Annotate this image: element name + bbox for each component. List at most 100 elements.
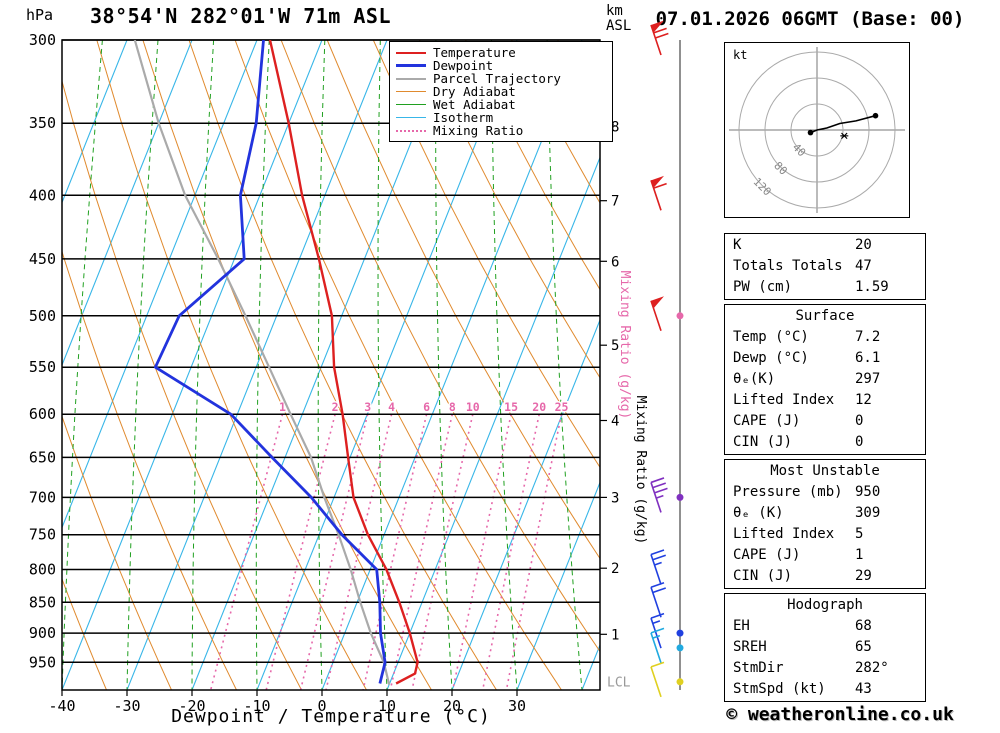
pressure-tick-label: 500 — [29, 307, 56, 325]
table-surface-value: 6.1 — [855, 350, 881, 366]
temp-tick-label: -10 — [243, 697, 270, 715]
mixing-ratio-axis-label-pink: Mixing Ratio (g/kg) — [617, 271, 632, 420]
table-hodograph-row: EH 68 — [725, 616, 925, 637]
wind-barb-feather — [650, 627, 665, 634]
legend-item: Isotherm — [396, 110, 606, 125]
wind-barb-flag — [651, 20, 664, 33]
legend-label: Parcel Trajectory — [433, 71, 561, 86]
legend-label: Wet Adiabat — [433, 97, 516, 112]
altitude-axis-unit: km ASL — [606, 4, 631, 34]
legend-label: Dewpoint — [433, 58, 494, 73]
wind-barb-feather — [650, 612, 665, 619]
table-most-unstable-row: θₑ (K) 309 — [725, 503, 925, 524]
legend-item: Wet Adiabat — [396, 97, 606, 112]
table-indices-label: Totals Totals — [733, 258, 843, 274]
level-dot — [676, 312, 684, 320]
hodograph-trace — [810, 114, 876, 134]
table-surface-row: Lifted Index 12 — [725, 390, 925, 411]
mixing-ratio-value-label: 15 — [504, 400, 518, 414]
table-hodograph-label: StmSpd (kt) — [733, 681, 826, 697]
table-hodograph-label: SREH — [733, 639, 767, 655]
wind-barb — [650, 296, 664, 332]
wind-barb — [650, 582, 667, 618]
mixing-ratio-value-label: 3 — [364, 400, 371, 414]
mixing-ratio-value-label: 1 — [279, 400, 286, 414]
wind-barb-feather — [650, 582, 665, 589]
pressure-axis-unit: hPa — [26, 6, 54, 24]
level-dot — [676, 644, 684, 652]
mixing-ratio-value-label: 2 — [332, 400, 339, 414]
table-most-unstable-value: 29 — [855, 568, 872, 584]
pressure-tick-label: 600 — [29, 405, 56, 423]
table-most-unstable-label: Pressure (mb) — [733, 484, 843, 500]
km-tick-label: 1 — [611, 627, 619, 643]
mixing-ratio-line — [452, 414, 512, 690]
temp-tick-label: -20 — [178, 697, 205, 715]
mixing-ratio-line — [209, 413, 284, 690]
level-dot — [676, 493, 684, 501]
table-indices-value: 20 — [855, 237, 872, 253]
dry-adiabat-line — [650, 40, 700, 690]
wind-barb — [650, 612, 665, 649]
plot-border — [61, 39, 601, 691]
legend-label: Temperature — [433, 45, 516, 60]
wind-barb-flag — [651, 296, 664, 309]
legend-swatch — [396, 77, 426, 80]
table-indices-label: PW (cm) — [733, 279, 793, 295]
wet-adiabat-line — [191, 40, 215, 690]
temp-tick-label: 30 — [508, 697, 526, 715]
altitude-unit-km: km — [606, 3, 623, 19]
pressure-tick-label: 850 — [29, 593, 56, 611]
legend-label: Dry Adiabat — [433, 84, 516, 99]
table-surface-row: Temp (°C) 7.2 — [725, 327, 925, 348]
table-most-unstable-label: Lifted Index — [733, 526, 835, 542]
dry-adiabat-line — [62, 577, 107, 690]
table-surface-row: θₑ(K) 297 — [725, 369, 925, 390]
table-most-unstable: Most Unstable Pressure (mb) 950 θₑ (K) 309 Li… — [724, 459, 926, 589]
km-tick-label: 4 — [611, 414, 619, 430]
mixing-ratio-value-label: 8 — [449, 400, 456, 414]
legend-swatch — [396, 91, 426, 92]
legend-swatch — [396, 129, 426, 132]
parcel-trajectory-curve — [133, 40, 391, 685]
table-surface-header: Surface — [795, 308, 855, 324]
hodograph-ring — [738, 51, 896, 209]
mixing-ratio-value-label: 20 — [532, 400, 546, 414]
wind-barb-feather — [654, 487, 668, 494]
legend-item: Parcel Trajectory — [396, 71, 606, 86]
dry-adiabat-line — [96, 40, 367, 690]
wind-barb — [650, 661, 665, 698]
pressure-tick-label: 950 — [29, 653, 56, 671]
legend-swatch — [396, 64, 426, 67]
table-surface-label: Lifted Index — [733, 392, 835, 408]
pressure-tick-label: 300 — [29, 31, 56, 49]
km-tick-label: 8 — [611, 119, 619, 135]
lcl-label: LCL — [607, 675, 631, 690]
dry-adiabat-line — [465, 40, 600, 291]
table-hodograph-label: EH — [733, 618, 750, 634]
temperature-curve — [268, 40, 419, 685]
wind-barb — [650, 477, 668, 513]
x-axis-label: Dewpoint / Temperature (°C) — [171, 706, 491, 727]
km-tick-label: 3 — [611, 490, 619, 506]
table-surface-label: CAPE (J) — [733, 413, 801, 429]
temp-tick-label: 0 — [317, 697, 326, 715]
km-tick-label: 2 — [611, 561, 619, 577]
hodograph-ring — [790, 103, 844, 157]
station-title: 38°54'N 282°01'W 71m ASL — [90, 4, 391, 28]
pressure-tick-label: 450 — [29, 250, 56, 268]
wind-barb — [650, 20, 669, 56]
table-surface-label: θₑ(K) — [733, 371, 776, 387]
legend-swatch — [396, 117, 426, 118]
wind-barb-half-feather — [655, 494, 664, 499]
wind-barb — [650, 627, 665, 664]
pressure-tick-label: 700 — [29, 488, 56, 506]
skewt-plot: 3003504004505005506006507007508008509009… — [29, 20, 700, 715]
isotherm-line — [191, 40, 453, 690]
table-indices-row: PW (cm) 1.59 — [725, 277, 925, 298]
mixing-ratio-value-label: 6 — [423, 400, 430, 414]
table-surface-row: Dewp (°C) 6.1 — [725, 348, 925, 369]
wind-barb-feather — [650, 549, 665, 556]
